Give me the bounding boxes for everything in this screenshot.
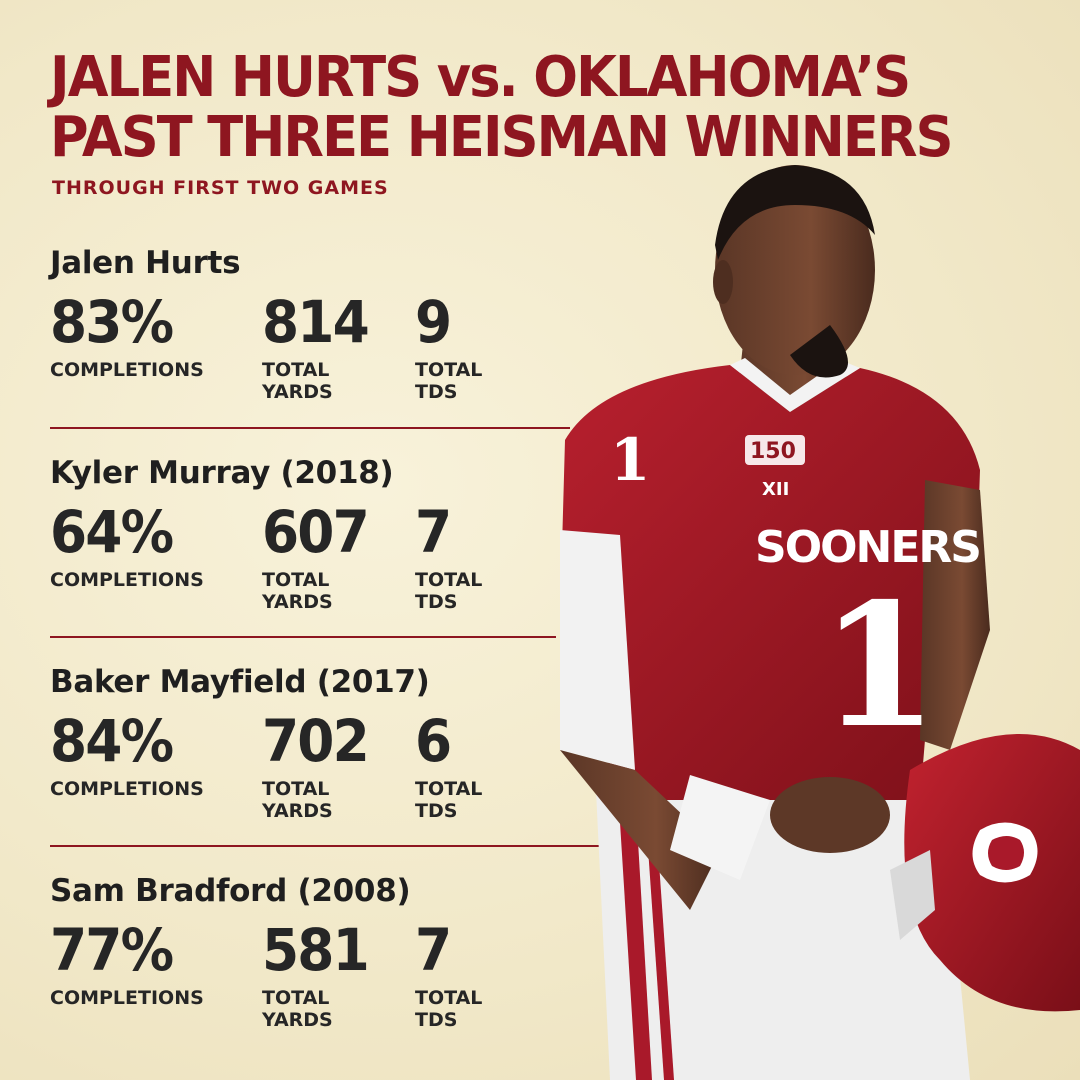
stat-value: 814 <box>262 288 370 356</box>
stat-label: COMPLETIONS <box>50 359 204 381</box>
stat-completions: 64% COMPLETIONS <box>50 501 204 591</box>
stat-label: TOTAL YARDS <box>262 987 333 1031</box>
stat-completions: 77% COMPLETIONS <box>50 919 204 1009</box>
stat-completions: 83% COMPLETIONS <box>50 291 204 381</box>
stat-total-yards: 607 TOTAL YARDS <box>262 501 377 613</box>
stat-value: 83% <box>50 288 174 356</box>
helmet-icon <box>890 734 1080 1012</box>
divider <box>50 427 570 429</box>
stat-total-yards: 702 TOTAL YARDS <box>262 710 377 822</box>
jersey-number: 1 <box>820 566 938 766</box>
shoulder-number: 1 <box>610 426 650 494</box>
stat-label: TOTAL YARDS <box>262 778 333 822</box>
stat-value: 9 <box>415 288 452 356</box>
stat-value: 6 <box>415 707 452 775</box>
stat-completions: 84% COMPLETIONS <box>50 710 204 800</box>
divider <box>50 636 556 638</box>
player-stats-sam-bradford: Sam Bradford (2008) 77% COMPLETIONS 581 … <box>50 873 570 1063</box>
player-head <box>715 165 875 375</box>
stat-total-yards: 581 TOTAL YARDS <box>262 919 377 1031</box>
stat-value: 702 <box>262 707 370 775</box>
stat-label: TOTAL YARDS <box>262 359 333 403</box>
player-stats-baker-mayfield: Baker Mayfield (2017) 84% COMPLETIONS 70… <box>50 664 570 854</box>
stat-label: TOTAL TDs <box>415 987 483 1031</box>
subheadline: THROUGH FIRST TWO GAMES <box>52 177 389 199</box>
headline: JALEN HURTS vs. OKLAHOMA’S PAST THREE HE… <box>50 45 954 170</box>
stat-total-yards: 814 TOTAL YARDS <box>262 291 377 403</box>
player-name: Kyler Murray (2018) <box>50 455 394 491</box>
stat-label: COMPLETIONS <box>50 778 204 800</box>
stat-label: TOTAL TDs <box>415 569 483 613</box>
player-name: Sam Bradford (2008) <box>50 873 411 909</box>
stat-value: 77% <box>50 916 174 984</box>
stat-value: 7 <box>415 498 452 566</box>
divider <box>50 845 606 847</box>
player-stats-kyler-murray: Kyler Murray (2018) 64% COMPLETIONS 607 … <box>50 455 570 645</box>
stat-value: 607 <box>262 498 370 566</box>
patch-badge <box>745 435 805 465</box>
player-stats-jalen-hurts: Jalen Hurts 83% COMPLETIONS 814 TOTAL YA… <box>50 245 570 435</box>
headline-line-2: PAST THREE HEISMAN WINNERS <box>50 105 954 170</box>
stat-label: TOTAL TDs <box>415 778 483 822</box>
headline-line-1: JALEN HURTS vs. OKLAHOMA’S <box>50 45 911 110</box>
patch-150: 150 <box>750 439 796 464</box>
player-name: Jalen Hurts <box>50 245 241 281</box>
stat-value: 64% <box>50 498 174 566</box>
stat-total-tds: 7 TOTAL TDs <box>415 919 482 1031</box>
stat-total-tds: 7 TOTAL TDs <box>415 501 482 613</box>
stat-total-tds: 9 TOTAL TDs <box>415 291 482 403</box>
stat-value: 7 <box>415 916 452 984</box>
player-name: Baker Mayfield (2017) <box>50 664 430 700</box>
jersey-wordmark: SOONERS <box>755 522 980 573</box>
player-photo: 1 150 XII SOONERS 1 <box>560 165 1080 1080</box>
stat-value: 581 <box>262 916 370 984</box>
stat-label: TOTAL YARDS <box>262 569 333 613</box>
conference-logo: XII <box>762 479 789 500</box>
stat-value: 84% <box>50 707 174 775</box>
stat-label: COMPLETIONS <box>50 569 204 591</box>
stat-label: COMPLETIONS <box>50 987 204 1009</box>
stat-total-tds: 6 TOTAL TDs <box>415 710 482 822</box>
stat-label: TOTAL TDs <box>415 359 483 403</box>
